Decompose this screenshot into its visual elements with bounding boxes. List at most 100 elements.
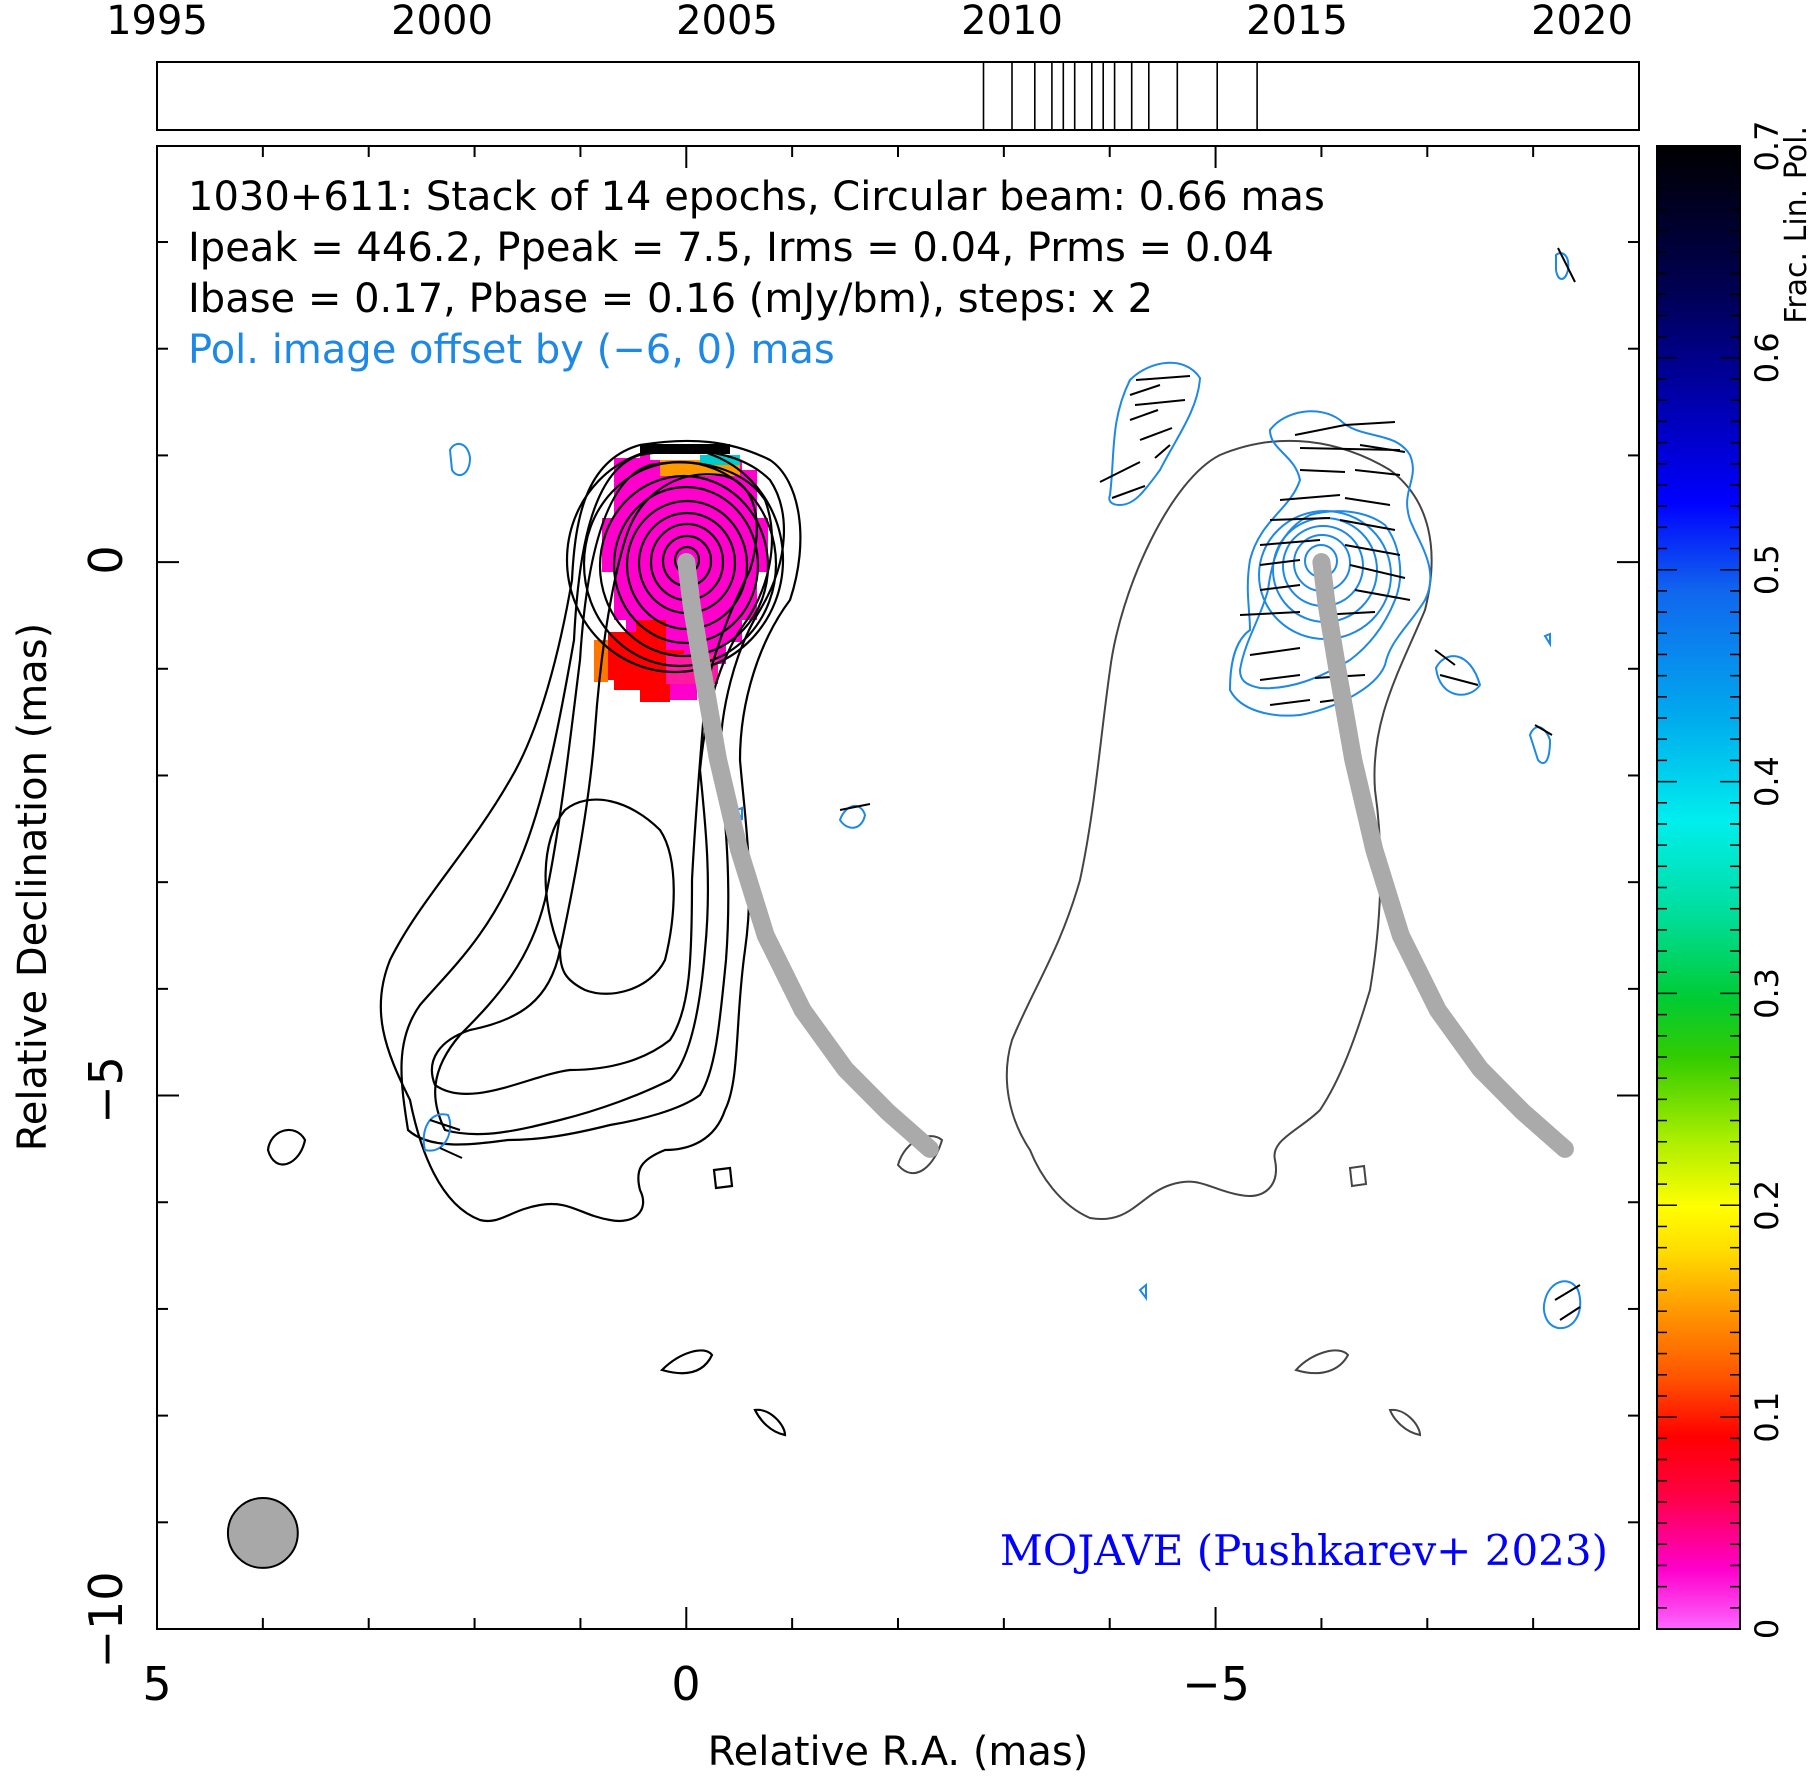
annotation-line-1: 1030+611: Stack of 14 epochs, Circular b… [188,174,1325,220]
evpa-tick [839,803,871,811]
evpa-tick [1299,469,1346,473]
evpa-tick [1339,519,1396,531]
offset-i-contour-outer [1005,439,1433,1221]
p-contour-island-d [1528,726,1552,765]
evpa-tick [1099,461,1141,483]
offset-i-contour-island-1 [896,1135,944,1174]
evpa-tick [1299,447,1401,451]
evpa-tick [1439,674,1479,686]
timeline-tick-label: 2015 [1246,0,1348,44]
timeline-frame [156,61,1640,131]
x-tick-label: 5 [142,1657,171,1711]
pol-offset-note: Pol. image offset by (−6, 0) mas [188,327,835,373]
i-contour-core-2 [582,460,778,668]
evpa-tick [1259,674,1301,681]
timeline-tick-label: 2020 [1531,0,1633,44]
evpa-tick [1349,564,1406,579]
offset-i-contour-island-3 [1294,1349,1350,1375]
evpa-tick [1554,1284,1581,1301]
annotation-line-2: Ipeak = 446.2, Ppeak = 7.5, Irms = 0.04,… [188,225,1274,271]
p-contour-island-c [1434,655,1482,696]
colorbar-tick-labels: 0 0.1 0.2 0.3 0.4 0.5 0.6 0.7 [1748,121,1786,1640]
i-contour-island-4 [753,1408,787,1437]
beam-circle [226,1497,299,1569]
evpa-tick [1134,399,1186,406]
evpa-tick [1434,649,1456,666]
evpa-tick [1154,444,1171,459]
evpa-tick [1249,647,1301,656]
ridge-line-left [677,553,939,1158]
timeline-tick-label: 2000 [391,0,493,44]
colorbar-tick-label: 0.6 [1748,332,1786,383]
x-tick-labels: 5 0 −5 [142,1657,1250,1711]
p-contour-upper-left-island [1108,361,1202,507]
evpa-tick [1354,469,1401,476]
evpa-ticks [429,247,1581,1321]
p-contour-outer [1228,410,1432,717]
evpa-tick [1269,699,1311,706]
evpa-tick [1259,584,1301,591]
colorbar-tick-label: 0.5 [1748,544,1786,595]
ridge-lines [677,553,1574,1158]
evpa-tick [1129,384,1161,396]
colorbar: 0 0.1 0.2 0.3 0.4 0.5 0.6 0.7 Frac. Lin. Pol. [1656,121,1814,1640]
evpa-tick [1294,424,1346,436]
p-contour-2 [1238,510,1402,690]
frac-pol-patch-cyan-top [700,455,740,465]
evpa-tick [1359,444,1406,453]
main-plot: 1030+611: Stack of 14 epochs, Circular b… [156,145,1640,1630]
y-tick-label: 0 [79,545,133,574]
y-tick-label: −5 [79,1056,133,1124]
timeline-epoch-marks [982,62,1258,130]
evpa-tick [1354,589,1411,601]
annotation-line-3: Ibase = 0.17, Pbase = 0.16 (mJy/bm), ste… [188,276,1153,322]
p-contour-island-b [838,805,867,829]
evpa-tick [1534,724,1553,736]
y-axis-label: Relative Declination (mas) [10,623,56,1151]
evpa-tick [439,1147,463,1159]
evpa-tick [1135,375,1191,381]
colorbar-tick-label: 0.2 [1748,1180,1786,1231]
axis-tick-marks [156,146,1640,1630]
colorbar-ticks [1657,145,1740,1630]
i-contour-core-1 [565,446,785,674]
colorbar-tick-label: 0.3 [1748,968,1786,1019]
evpa-tick [1557,247,1576,283]
colorbar-tick-label: 0.1 [1748,1392,1786,1443]
evpa-tick [1259,539,1321,546]
i-contour-3 [434,461,773,1136]
colorbar-label: Frac. Lin. Pol. [1779,126,1814,324]
i-contour-island-1 [266,1129,307,1166]
timeline-tick-label: 2005 [676,0,778,44]
p-contour-island-j [1543,632,1551,648]
p-contour-island-g [422,1113,452,1152]
colorbar-tick-label: 0.7 [1748,121,1786,172]
stokes-i-offset-contours [896,439,1433,1437]
i-contour-core-3 [598,474,770,658]
evpa-tick [1559,1306,1581,1321]
evpa-tick [1269,517,1331,521]
colorbar-gradient [1656,145,1741,1630]
p-contour-island-f [1542,1280,1582,1330]
i-contour-core-4 [612,485,760,645]
x-axis-label: Relative R.A. (mas) [708,1729,1089,1775]
offset-i-contour-island-4 [1388,1408,1422,1437]
evpa-tick [1344,421,1396,426]
timeline-strip: 1995 2000 2005 2010 2015 2020 [106,0,1640,131]
x-tick-label: 0 [671,1657,700,1711]
offset-i-contour-island-2 [1348,1164,1368,1188]
ridge-line-right [1312,553,1574,1158]
i-contour-island-2 [712,1166,734,1190]
timeline-tick-label: 1995 [106,0,208,44]
evpa-tick [1344,544,1401,556]
evpa-tick [1344,497,1391,506]
credit-label: MOJAVE (Pushkarev+ 2023) [1000,1526,1608,1575]
evpa-tick [1139,427,1173,441]
evpa-tick [1129,409,1159,421]
evpa-tick [429,1119,461,1131]
p-contour-island-a [448,442,472,477]
colorbar-tick-label: 0 [1748,1619,1786,1639]
evpa-tick [1239,611,1301,616]
evpa-tick [1279,494,1341,501]
